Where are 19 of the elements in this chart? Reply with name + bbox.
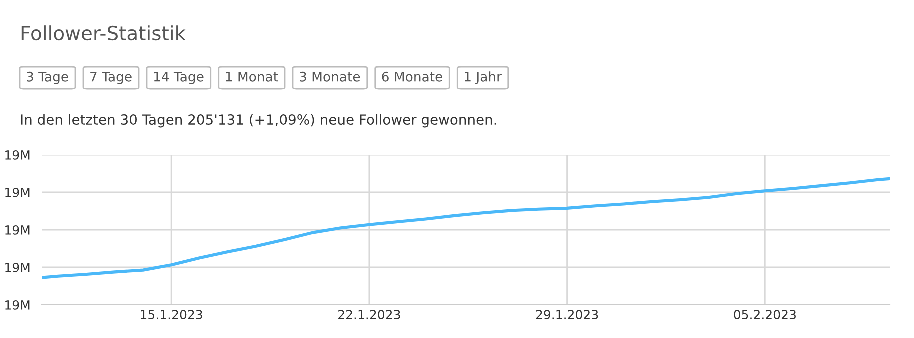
y-tick-label: 19M <box>6 188 30 198</box>
x-tick-label: 22.1.2023 <box>338 310 400 320</box>
text: 7 Tage <box>90 72 132 84</box>
text: 3 Monate <box>300 72 360 82</box>
chart-title: Follower-Statistik <box>22 26 186 41</box>
text: 1 Monat <box>226 72 278 82</box>
x-tick-label: 29.1.2023 <box>536 310 598 320</box>
line-series <box>42 177 890 280</box>
text: 6 Monate <box>382 72 442 82</box>
text: 1 Jahr <box>465 72 502 84</box>
y-tick-label: 19M <box>6 300 30 310</box>
y-tick-label: 19M <box>6 150 30 160</box>
chart-subtitle: In den letzten 30 Tagen 205'131 (+1,09%) neue Follower gewonnen. <box>21 114 496 128</box>
x-tick-label: 05.2.2023 <box>734 310 796 320</box>
x-tick-label: 15.1.2023 <box>141 310 202 320</box>
text: 14 Tage <box>154 72 204 84</box>
y-tick-label: 19M <box>6 225 30 235</box>
y-tick-label: 19M <box>6 262 30 272</box>
text: 3 Tage <box>27 72 68 84</box>
